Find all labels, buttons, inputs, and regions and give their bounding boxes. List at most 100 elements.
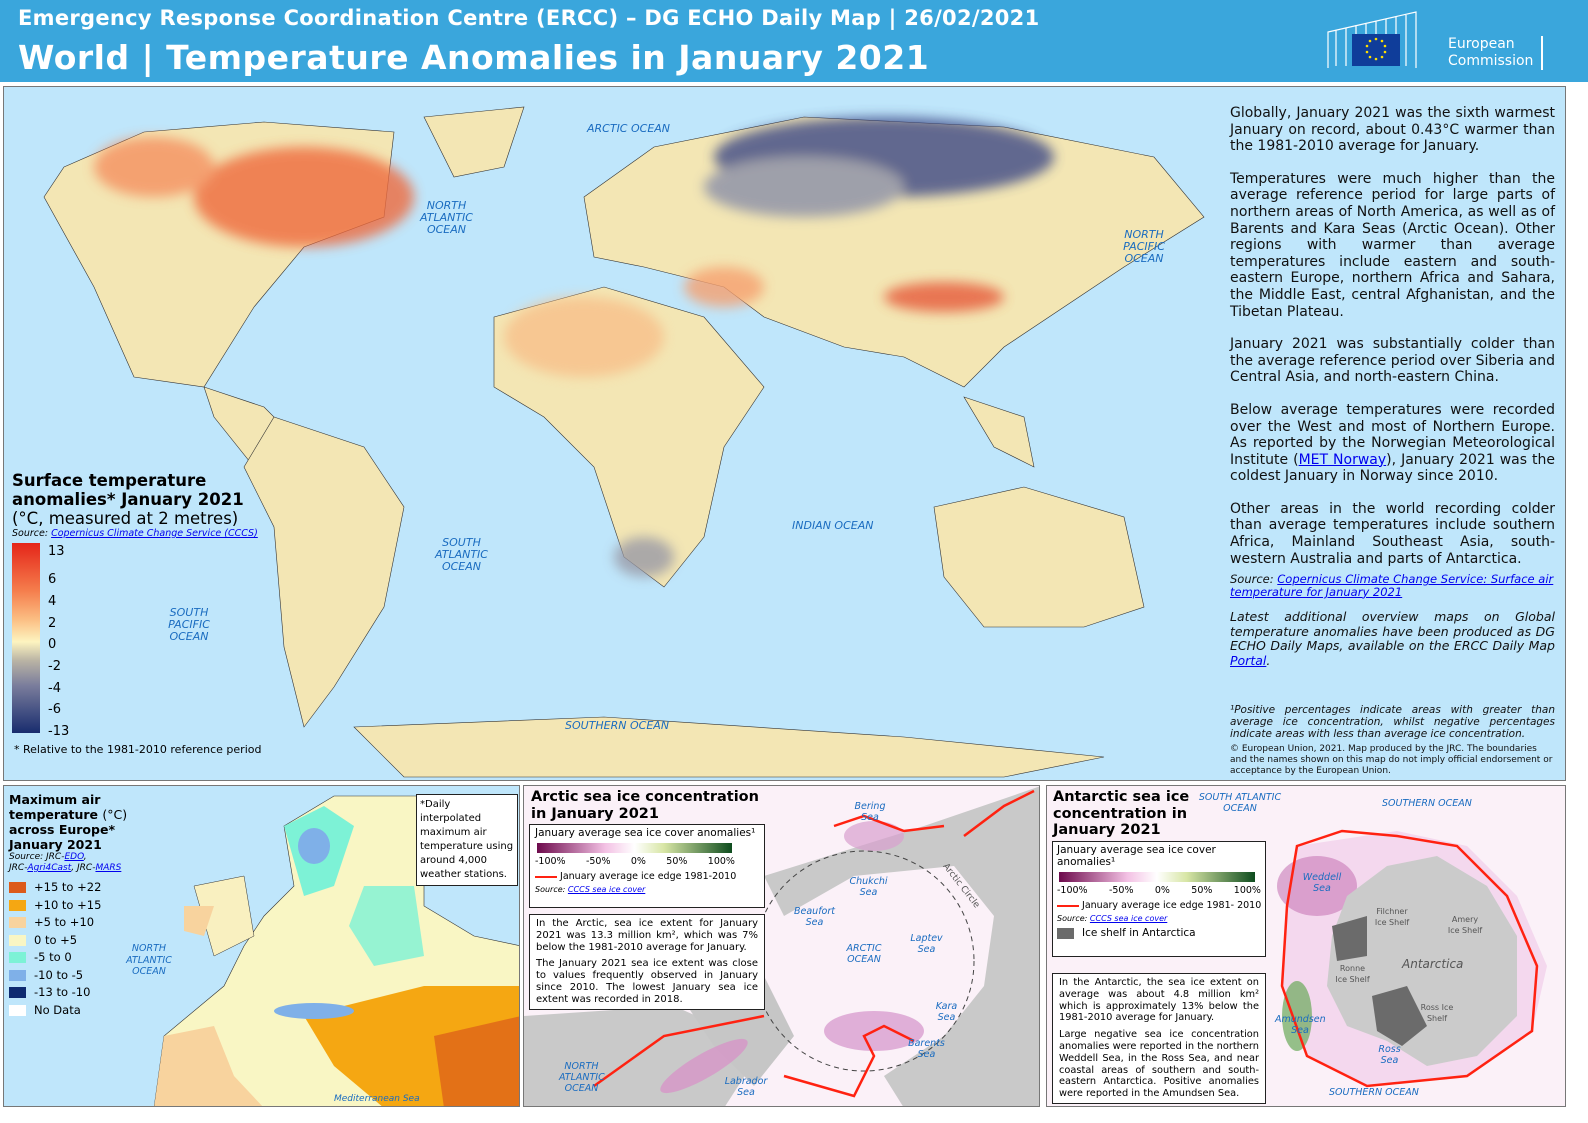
antarctic-title: Antarctic sea ice concentration in Janua… xyxy=(1053,789,1190,838)
sea-label: Laptev Sea xyxy=(910,933,943,955)
ocean-label: SOUTHERN OCEAN xyxy=(565,719,670,732)
europe-note: *Daily interpolated maximum air temperat… xyxy=(416,794,518,886)
legend-item: +5 to +10 xyxy=(9,915,149,933)
legend-swatch xyxy=(9,882,26,893)
european-commission-logo: European Commission xyxy=(1326,10,1566,72)
ocean-label: SOUTH ATLANTIC OCEAN xyxy=(1198,792,1282,814)
ice-footnote: ¹Positive percentages indicate areas wit… xyxy=(1230,704,1555,741)
agri4cast-link[interactable]: Agri4Cast xyxy=(27,863,72,873)
europe-legend: Maximum air temperature (°C) across Europ… xyxy=(9,792,149,1020)
europe-title: across Europe* xyxy=(9,822,115,837)
paragraph: In the Antarctic, the sea ice extent on … xyxy=(1059,977,1259,1024)
color-scale-bar xyxy=(12,543,40,733)
arctic-text: In the Arctic, sea ice extent for Januar… xyxy=(529,914,765,1010)
summary-text: Globally, January 2021 was the sixth war… xyxy=(1230,105,1556,777)
sea-label: Kara Sea xyxy=(935,1001,958,1023)
sea-label: Labrador Sea xyxy=(724,1076,768,1098)
arctic-map-panel: Arctic sea ice concentration in January … xyxy=(523,785,1040,1107)
europe-title: Maximum air temperature xyxy=(9,792,101,822)
scale-tick: 4 xyxy=(48,594,57,609)
legend-label: +5 to +10 xyxy=(34,915,95,929)
anomaly-gradient xyxy=(537,843,732,853)
europe-title: January 2021 xyxy=(9,837,102,852)
scale-tick: 2 xyxy=(48,616,57,631)
shelf-label: Ronne Ice Shelf xyxy=(1335,964,1370,984)
legend-label: -10 to -5 xyxy=(34,967,84,982)
legend-label: No Data xyxy=(34,1002,81,1017)
text: Below average temperatures were recorded… xyxy=(1230,401,1555,468)
scale-label: 50% xyxy=(1191,885,1213,896)
anomaly-gradient xyxy=(1059,872,1255,882)
antarctic-sea-ice-map[interactable] xyxy=(1047,786,1566,1107)
ocean-label: SOUTH PACIFIC OCEAN xyxy=(168,606,210,643)
arctic-title: Arctic sea ice concentration in January … xyxy=(531,789,759,822)
met-norway-link[interactable]: MET Norway xyxy=(1298,451,1387,468)
summary-paragraph: Other areas in the world recording colde… xyxy=(1230,500,1555,567)
legend-item: -5 to 0 xyxy=(9,950,149,968)
ocean-label: SOUTHERN OCEAN xyxy=(1382,798,1472,809)
map-subtitle: Emergency Response Coordination Centre (… xyxy=(18,6,1040,30)
summary-paragraph: Temperatures were much higher than the a… xyxy=(1230,170,1555,320)
arctic-sea-ice-map[interactable] xyxy=(524,786,1040,1107)
scale-label: 100% xyxy=(707,856,735,867)
source-link[interactable]: Copernicus Climate Change Service: Surfa… xyxy=(1230,572,1554,599)
scale-label: 50% xyxy=(666,856,688,867)
europe-temperature-map[interactable] xyxy=(4,786,520,1107)
legend-swatch xyxy=(9,1004,26,1016)
scale-tick: -4 xyxy=(48,681,61,696)
legend-edge: January average ice edge 1981- 2010 xyxy=(1082,900,1262,911)
arctic-legend: January average sea ice cover anomalies¹… xyxy=(529,824,765,908)
scale-label: -100% xyxy=(535,856,566,867)
sea-label: ARCTIC OCEAN xyxy=(846,943,882,965)
source-label: Source: xyxy=(12,528,49,539)
legend-shelf: Ice shelf in Antarctica xyxy=(1082,927,1196,939)
scale-tick: 13 xyxy=(48,544,65,559)
antarctic-text: In the Antarctic, the sea ice extent on … xyxy=(1052,973,1266,1104)
summary-paragraph: Below average temperatures were recorded… xyxy=(1230,402,1555,485)
scale-label: -100% xyxy=(1057,885,1088,896)
source-link[interactable]: CCCS sea ice cover xyxy=(567,885,646,894)
legend-swatch xyxy=(9,899,26,911)
ocean-label: NORTH ATLANTIC OCEAN xyxy=(420,199,473,236)
sea-label: Barents Sea xyxy=(908,1038,945,1060)
legend-swatch xyxy=(9,952,26,963)
ocean-label: SOUTHERN OCEAN xyxy=(1329,1087,1419,1098)
legend-item: No Data xyxy=(9,1003,149,1021)
source-link[interactable]: CCCS sea ice cover xyxy=(1089,914,1168,923)
latest-text: Latest additional overview maps on Globa… xyxy=(1230,609,1555,654)
ice-edge-line-icon xyxy=(535,875,557,878)
sea-label: Mediterranean Sea xyxy=(334,1094,420,1104)
summary-paragraph: January 2021 was substantially colder th… xyxy=(1230,336,1555,386)
mars-link[interactable]: MARS xyxy=(95,863,122,873)
sea-label: Chukchi Sea xyxy=(849,876,888,898)
ice-shelf-swatch xyxy=(1057,927,1074,939)
paragraph: Large negative sea ice concentration ano… xyxy=(1059,1029,1259,1100)
sea-label: Weddell Sea xyxy=(1302,872,1342,894)
antarctic-legend: January average sea ice cover anomalies¹… xyxy=(1052,841,1266,957)
shelf-label: Ross Ice Shelf xyxy=(1420,1003,1454,1023)
legend-title: January average sea ice cover anomalies¹ xyxy=(1057,844,1216,868)
ocean-label: ARCTIC OCEAN xyxy=(587,122,671,135)
map-title: World | Temperature Anomalies in January… xyxy=(18,38,930,77)
source-link[interactable]: Copernicus Climate Change Service (CCCS) xyxy=(51,528,258,539)
temperature-legend: Surface temperature anomalies* January 2… xyxy=(12,471,272,756)
source-label: Source: xyxy=(535,885,566,894)
sea-label: Ross Sea xyxy=(1378,1044,1401,1066)
legend-label: 0 to +5 xyxy=(34,932,78,947)
scale-label: 0% xyxy=(1154,885,1170,896)
legend-item: -13 to -10 xyxy=(9,985,149,1003)
legend-title: Surface temperature anomalies* January 2… xyxy=(12,471,244,509)
legend-label: -13 to -10 xyxy=(34,985,91,999)
sea-label: Beaufort Sea xyxy=(794,906,835,928)
edo-link[interactable]: EDO xyxy=(64,852,84,862)
paragraph: The January 2021 sea ice extent was clos… xyxy=(536,958,758,1005)
legend-item: 0 to +5 xyxy=(9,933,149,951)
portal-link[interactable]: Portal xyxy=(1230,652,1267,668)
ocean-label: NORTH PACIFIC OCEAN xyxy=(1123,228,1165,265)
shelf-label: Filchner Ice Shelf xyxy=(1374,907,1410,927)
world-temperature-map[interactable] xyxy=(4,87,1566,781)
legend-label: +10 to +15 xyxy=(34,897,102,912)
europe-title-unit: (°C) xyxy=(102,807,128,822)
scale-label: -50% xyxy=(585,856,611,867)
continent-label: Antarctica xyxy=(1402,957,1464,971)
